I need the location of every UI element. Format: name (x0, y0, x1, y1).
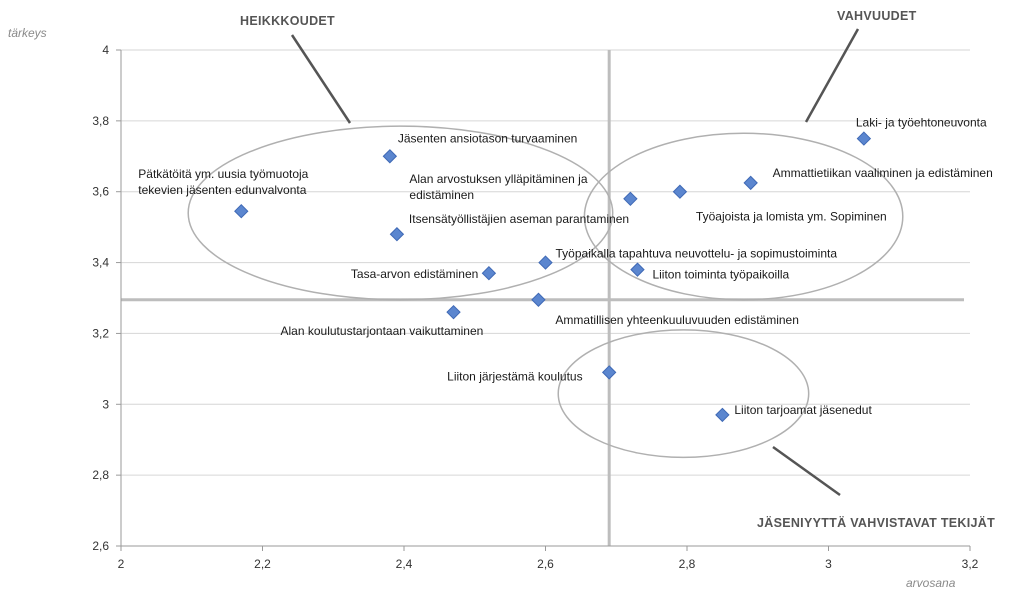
weaknesses-ellipse (187, 125, 614, 301)
x-axis-label: arvosana (906, 576, 956, 590)
tick-labels: 2,6 2,8 3 3,2 3,4 3,6 3,8 4 2 2,2 2,4 2,6 2,8 3 3,2 (92, 43, 978, 571)
callout-label: HEIKKKOUDET (240, 14, 335, 28)
y-tick-label: 3,4 (92, 256, 109, 270)
x-tick-label: 2 (118, 557, 125, 571)
data-point (531, 292, 546, 307)
point-label: Liiton toiminta työpaikoilla (652, 268, 789, 282)
point-label: tekevien jäsenten edunvalvonta (138, 183, 306, 197)
point-label: Ammatillisen yhteenkuuluvuuden edistämin… (555, 313, 798, 327)
data-point (382, 149, 398, 164)
point-label: Työpaikalla tapahtuva neuvottelu- ja sop… (556, 247, 838, 261)
y-tick-label: 3,2 (92, 326, 109, 340)
x-tick-label: 2,6 (537, 557, 554, 571)
grid-lines (121, 49, 970, 476)
data-point (630, 262, 645, 277)
callouts: HEIKKKOUDET VAHVUUDET JÄSENIYYTTÄ VAHVISTA… (240, 9, 995, 530)
data-point (856, 131, 872, 146)
data-point (234, 203, 249, 219)
y-tick-label: 2,8 (92, 468, 109, 482)
x-tick-label: 3 (825, 557, 832, 571)
data-point (446, 304, 461, 320)
callout-pointer (804, 28, 860, 123)
axes (116, 49, 971, 551)
y-tick-label: 3,8 (92, 114, 109, 128)
membership-ellipse (557, 329, 810, 459)
y-axis-label: tärkeys (8, 26, 47, 40)
point-label: Työajoista ja lomista ym. Sopiminen (696, 210, 887, 224)
y-tick-label: 4 (102, 43, 109, 57)
point-label: Jäsenten ansiotason turvaaminen (398, 131, 577, 145)
strengths-ellipse (583, 132, 904, 301)
point-label: Ammattietiikan vaaliminen ja edistäminen (773, 166, 993, 180)
point-label: Alan koulutustarjontaan vaikuttaminen (281, 324, 484, 338)
point-label: Pätkätöitä ym. uusia työmuotoja (138, 167, 308, 181)
point-labels: Laki- ja työehtoneuvonta Ammattietiikan v… (138, 116, 993, 417)
callout-label: VAHVUUDET (837, 9, 917, 23)
data-point (538, 255, 553, 270)
callout-pointer (290, 34, 352, 124)
x-tick-label: 2,4 (396, 557, 413, 571)
x-tick-label: 2,2 (254, 557, 271, 571)
highlight-ellipses (187, 125, 904, 459)
y-tick-label: 2,6 (92, 539, 109, 553)
point-label: Laki- ja työehtoneuvonta (856, 116, 987, 130)
data-point (672, 184, 688, 199)
x-tick-label: 3,2 (962, 557, 979, 571)
data-points (234, 131, 872, 423)
point-label: Tasa-arvon edistäminen (351, 267, 478, 281)
point-label: Liiton tarjoamat jäsenedut (734, 403, 872, 417)
point-label: Alan arvostuksen ylläpitäminen ja (409, 172, 587, 186)
point-label: edistäminen (409, 188, 474, 202)
data-point (623, 191, 638, 207)
y-tick-label: 3,6 (92, 185, 109, 199)
y-tick-label: 3 (102, 397, 109, 411)
point-label: Liiton järjestämä koulutus (447, 369, 582, 383)
callout-pointer (772, 445, 841, 497)
callout-label: JÄSENIYYTTÄ VAHVISTAVAT TEKIJÄT (757, 515, 995, 530)
data-point (601, 365, 617, 380)
data-point (389, 227, 405, 242)
data-point (715, 407, 730, 423)
data-point (743, 175, 758, 191)
data-point (481, 265, 497, 281)
point-label: Itsensätyöllistäjien aseman parantaminen (409, 212, 629, 226)
x-tick-label: 2,8 (679, 557, 696, 571)
